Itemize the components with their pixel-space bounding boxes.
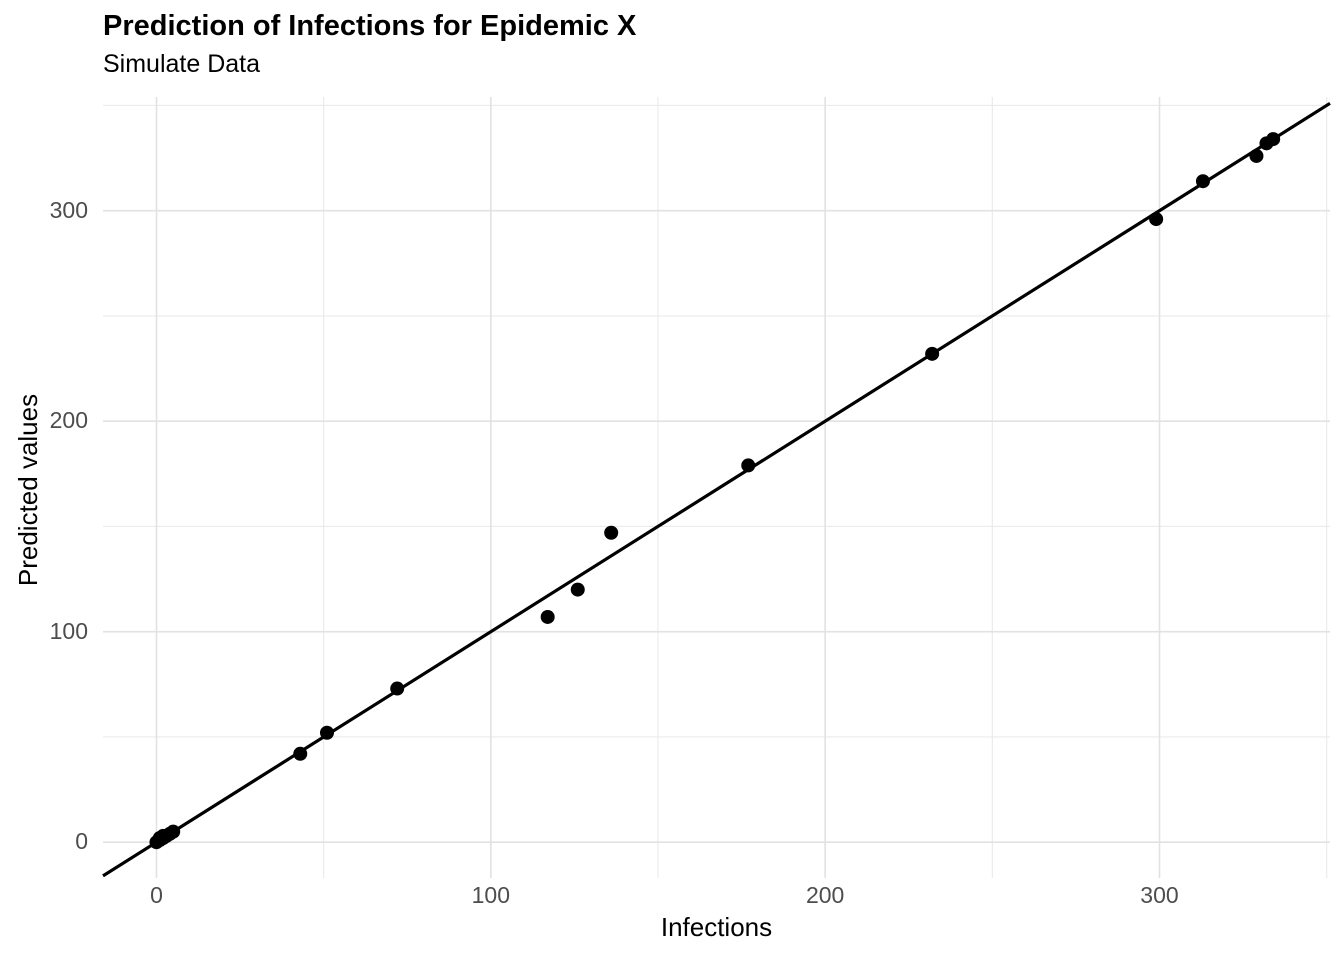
y-tick-label: 0	[75, 828, 88, 855]
identity-reference-line	[102, 101, 1331, 878]
y-tick-label: 300	[49, 196, 88, 223]
data-points	[149, 132, 1281, 850]
scatter-point	[925, 346, 940, 361]
grid-major-lines	[103, 97, 1330, 878]
chart-subtitle: Simulate Data	[103, 50, 261, 78]
reference-line	[102, 101, 1331, 878]
y-tick-label: 100	[49, 617, 88, 644]
chart-title: Prediction of Infections for Epidemic X	[103, 10, 637, 42]
y-axis-title: Predicted values	[13, 393, 43, 587]
scatter-point	[320, 725, 335, 740]
x-tick-label: 300	[1140, 882, 1179, 908]
scatter-point	[1266, 132, 1281, 147]
scatter-point	[1249, 148, 1264, 163]
x-tick-label: 200	[805, 882, 845, 908]
scatter-point	[166, 824, 181, 839]
scatter-point	[570, 582, 585, 597]
scatter-point	[1149, 212, 1164, 227]
scatter-point	[293, 746, 308, 761]
scatter-point	[604, 525, 619, 540]
grid-minor-lines	[103, 97, 1330, 878]
scatter-point	[540, 609, 555, 624]
y-tick-label: 200	[49, 407, 88, 434]
x-tick-label: 100	[471, 882, 510, 908]
scatter-point	[741, 458, 756, 473]
x-tick-label: 0	[150, 882, 163, 908]
x-axis-title: Infections	[660, 912, 773, 942]
scatter-point	[1195, 174, 1210, 189]
scatter-point	[390, 681, 405, 696]
